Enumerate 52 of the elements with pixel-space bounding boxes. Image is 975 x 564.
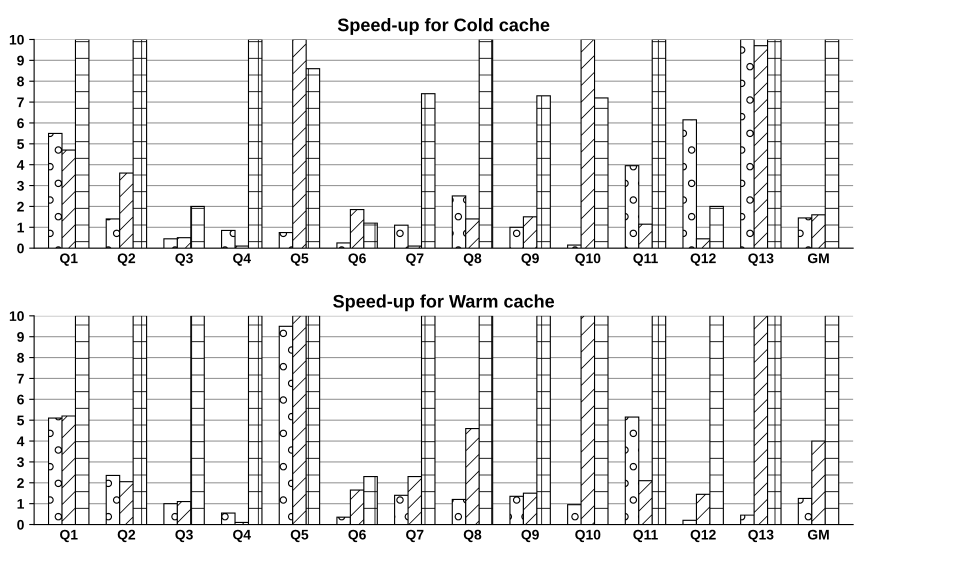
y-tick-label: 0	[17, 243, 24, 254]
x-tick-label: GM	[808, 530, 829, 540]
y-tick-label: 9	[17, 56, 24, 66]
y-tick-label: 8	[17, 76, 24, 86]
x-tick-label: Q6	[348, 253, 366, 266]
x-tick-label: Q11	[633, 253, 658, 266]
x-tick-label: Q10	[575, 253, 600, 266]
y-tick-label: 8	[17, 352, 24, 363]
y-tick-label: 4	[16, 160, 24, 170]
y-tick-label: 6	[17, 394, 24, 404]
y-tick-label: 1	[18, 499, 24, 509]
y-tick-label: 10	[10, 311, 24, 322]
x-tick-label: Q12	[690, 530, 716, 542]
y-tick-label: 7	[17, 98, 24, 108]
x-tick-label: Q7	[406, 253, 424, 266]
x-tick-label: Q10	[575, 530, 600, 542]
y-tick-label: 5	[17, 416, 24, 426]
x-tick-label: Q8	[464, 530, 482, 542]
x-tick-label: Q7	[406, 530, 424, 542]
x-tick-label: Q3	[175, 530, 193, 542]
x-tick-label: Q5	[290, 530, 308, 542]
x-tick-label: Q8	[464, 253, 482, 266]
x-tick-label: Q5	[290, 253, 308, 266]
x-tick-label: Q4	[233, 530, 251, 542]
y-tick-label: 3	[17, 457, 24, 468]
y-tick-label: 2	[17, 478, 24, 488]
y-tick-label: 3	[17, 180, 24, 191]
y-tick-label: 6	[17, 118, 24, 128]
x-tick-label: Q9	[521, 530, 539, 542]
x-tick-label: Q13	[748, 253, 774, 266]
y-tick-label: 9	[17, 332, 24, 342]
y-tick-label: 0	[17, 520, 24, 530]
y-tick-label: 2	[17, 202, 24, 212]
x-tick-label: Q2	[118, 253, 136, 266]
x-tick-label: Q11	[633, 530, 658, 542]
x-tick-label: Q9	[521, 253, 539, 266]
y-tick-label: 5	[17, 139, 24, 149]
x-tick-label: Q6	[348, 530, 366, 542]
chart-title: Speed-up for Cold cache	[338, 18, 550, 35]
x-tick-label: GM	[808, 253, 829, 264]
y-tick-label: 7	[17, 374, 24, 384]
x-tick-label: Q12	[690, 253, 716, 266]
x-tick-label: Q2	[118, 530, 136, 542]
y-tick-label: 4	[16, 436, 24, 446]
x-tick-label: Q1	[60, 253, 78, 266]
x-tick-label: Q1	[60, 530, 78, 542]
x-tick-label: Q4	[233, 253, 251, 266]
x-tick-label: Q13	[748, 530, 774, 542]
chart-title: Speed-up for Warm cache	[333, 294, 554, 312]
y-tick-label: 1	[18, 222, 24, 232]
y-tick-label: 10	[10, 34, 24, 45]
x-tick-label: Q3	[175, 253, 193, 266]
